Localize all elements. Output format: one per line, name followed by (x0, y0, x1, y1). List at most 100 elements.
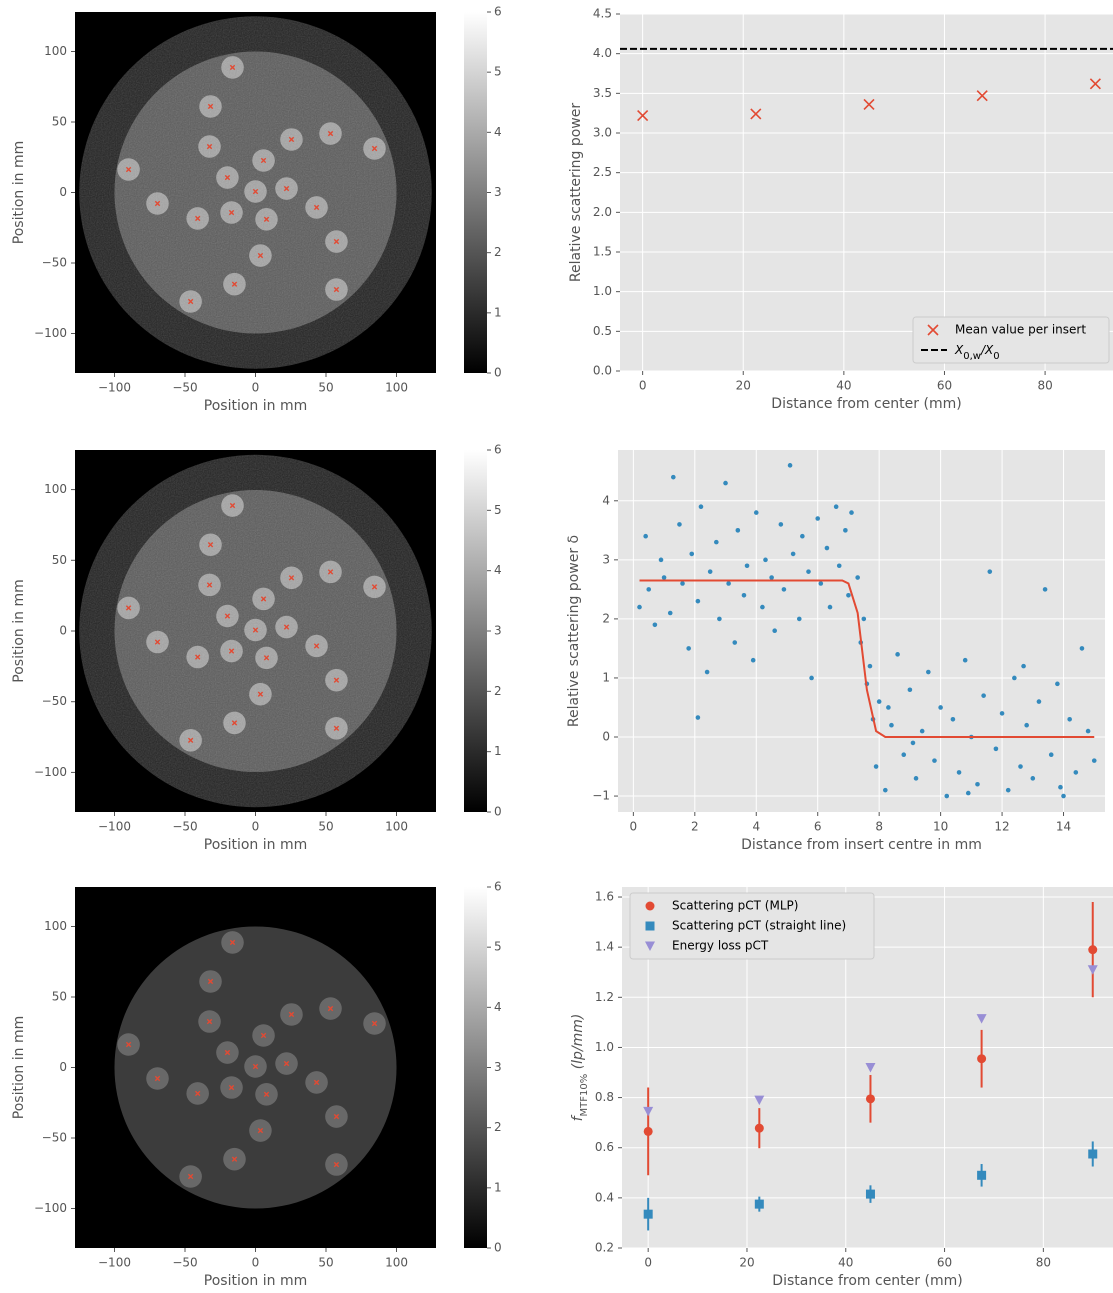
y-tick-label: 2.5 (593, 165, 612, 179)
marker-dot (938, 705, 943, 710)
marker-dot (824, 545, 830, 551)
label-subscript: 0,w (963, 351, 981, 362)
marker-dot (1079, 646, 1085, 651)
insert-marker (187, 298, 194, 305)
x-tick-label: 0 (252, 820, 260, 834)
marker-dot (883, 787, 888, 793)
marker-x (863, 98, 875, 111)
y-tick-label: 0 (602, 730, 610, 744)
marker-dot (1021, 663, 1026, 669)
marker-dot (698, 504, 704, 509)
marker-dot (723, 480, 728, 486)
marker-dot (680, 581, 685, 586)
marker-dot (667, 610, 673, 616)
marker-dot (873, 764, 879, 769)
insert-marker (229, 502, 236, 509)
x-tick-label: 8 (875, 820, 883, 834)
plot-background (618, 450, 1105, 812)
insert-marker (371, 1020, 378, 1027)
y-tick-label: 3.5 (593, 86, 612, 100)
marker-dot (753, 510, 759, 515)
marker-dot (1036, 699, 1042, 704)
colorbar-tick-label: 1 (494, 305, 502, 319)
insert-marker (125, 166, 132, 173)
marker-x (1089, 78, 1101, 90)
x-tick-label: 6 (814, 820, 822, 834)
marker-dot (833, 504, 839, 509)
x-tick-label: 20 (739, 1256, 754, 1270)
colorbar-tick-label: 6 (494, 5, 502, 19)
insert-marker (313, 643, 320, 649)
marker-dot (671, 474, 676, 480)
y-axis-label: Position in mm (11, 1016, 27, 1119)
marker-dot (849, 510, 854, 515)
y-tick-label: 50 (52, 989, 67, 1003)
x-tick-label: 0 (252, 1256, 260, 1270)
marker-dot (1024, 722, 1029, 728)
marker-dot (1042, 587, 1048, 592)
marker-dot (1055, 681, 1060, 687)
insert-marker (224, 1049, 231, 1056)
x-tick-label: 40 (838, 1256, 853, 1270)
x-tick-label: 4 (752, 820, 760, 834)
legend-box (912, 316, 1110, 364)
legend-marker (645, 921, 655, 931)
marker-dot (1067, 716, 1072, 722)
x-tick-label: 12 (994, 820, 1009, 834)
plot-background (620, 14, 1113, 371)
y-tick-label: 100 (44, 919, 67, 933)
x-tick-label: −100 (98, 381, 131, 395)
y-tick-label: 0 (59, 185, 67, 199)
marker-circle (865, 1094, 875, 1104)
marker-square (977, 1170, 987, 1180)
y-tick-label: 3.0 (593, 126, 612, 140)
insert-marker (313, 204, 320, 211)
x-tick-label: 100 (385, 1256, 408, 1270)
x-tick-label: −50 (172, 381, 197, 395)
y-tick-label: −1 (592, 789, 610, 803)
marker-triangle (643, 1106, 654, 1117)
insert-marker (207, 103, 214, 110)
y-tick-label: −100 (34, 765, 67, 779)
x-tick-label: 0 (630, 820, 638, 834)
marker-dot (772, 628, 778, 634)
marker-dot (1048, 752, 1054, 758)
x-axis-label: Distance from center (mm) (771, 396, 961, 412)
y-tick-label: 0.5 (593, 324, 612, 338)
insert-marker (252, 188, 259, 195)
x-tick-label: 2 (691, 820, 699, 834)
marker-dot (843, 528, 848, 533)
marker-x (750, 108, 762, 120)
label-part: f (570, 1114, 586, 1121)
colorbar-tick-label: 3 (494, 1060, 502, 1074)
x-tick-label: 80 (1036, 1256, 1051, 1270)
insert-marker (371, 584, 378, 590)
colorbar-tick-label: 4 (494, 1000, 502, 1014)
y-tick-label: 1.2 (595, 990, 614, 1004)
x-axis-label: Distance from center (mm) (772, 1273, 962, 1289)
y-axis-label: Position in mm (11, 579, 27, 682)
marker-triangle (865, 1063, 876, 1073)
y-tick-label: 100 (44, 44, 67, 58)
label: X0,w/X0 (954, 343, 1000, 362)
x-tick-label: 50 (318, 381, 333, 395)
marker-circle (977, 1054, 987, 1064)
y-tick-label: −50 (42, 694, 67, 708)
y-tick-label: −100 (34, 326, 67, 340)
marker-dot (769, 575, 774, 580)
marker-square (1088, 1149, 1098, 1159)
marker-dot (876, 699, 882, 704)
marker-dot (901, 752, 907, 758)
insert-marker (154, 200, 161, 207)
y-tick-label: −50 (42, 256, 67, 270)
insert-marker (371, 145, 378, 152)
marker-dot (661, 575, 667, 580)
insert-marker (333, 238, 340, 245)
marker-dot (965, 790, 971, 796)
colorbar-tick-label: 1 (494, 744, 502, 758)
insert-marker (283, 624, 290, 630)
plot-area (637, 463, 1097, 799)
insert-marker (288, 136, 295, 143)
insert-marker (224, 174, 231, 181)
x-tick-label: 0 (644, 1256, 652, 1270)
